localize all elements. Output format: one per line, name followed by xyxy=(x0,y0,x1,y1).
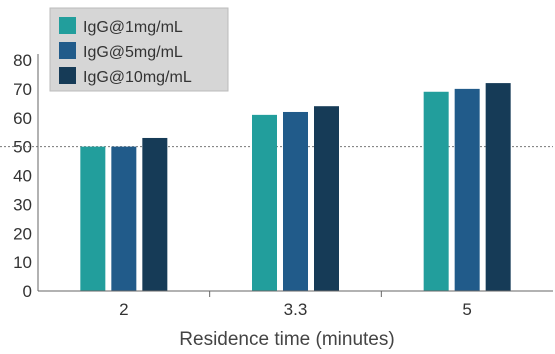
bar xyxy=(314,106,339,291)
y-tick-label: 70 xyxy=(13,80,32,99)
bar xyxy=(423,91,449,291)
y-tick-label: 0 xyxy=(23,282,32,301)
y-tick-label: 30 xyxy=(13,195,32,214)
x-tick-label: 2 xyxy=(119,300,128,319)
legend-label: IgG@1mg/mL xyxy=(83,19,183,36)
legend-swatch xyxy=(59,42,76,59)
legend-label: IgG@5mg/mL xyxy=(83,44,183,61)
bar xyxy=(283,111,308,291)
bars xyxy=(80,83,511,291)
legend-swatch xyxy=(59,17,76,34)
x-tick-label: 3.3 xyxy=(284,300,308,319)
legend-swatch xyxy=(59,67,76,84)
y-axis-ticks: 0 10 20 30 40 50 60 70 80 xyxy=(13,51,32,301)
y-tick-label: 60 xyxy=(13,109,32,128)
y-tick-label: 50 xyxy=(13,138,32,157)
legend-label: IgG@10mg/mL xyxy=(83,69,192,86)
x-axis-title: Residence time (minutes) xyxy=(179,329,394,349)
legend: IgG@1mg/mL IgG@5mg/mL IgG@10mg/mL xyxy=(49,7,229,92)
bar xyxy=(252,114,277,291)
y-tick-label: 20 xyxy=(13,224,32,243)
bar xyxy=(454,88,480,291)
y-tick-label: 80 xyxy=(13,51,32,70)
bar xyxy=(485,83,511,291)
y-tick-label: 40 xyxy=(13,167,32,186)
y-tick-label: 10 xyxy=(13,253,32,272)
x-axis-ticks: 2 3.3 5 xyxy=(119,291,472,319)
bar xyxy=(80,146,106,291)
bar xyxy=(111,146,137,291)
bar xyxy=(142,137,168,291)
x-tick-label: 5 xyxy=(462,300,471,319)
legend-box xyxy=(49,7,229,92)
